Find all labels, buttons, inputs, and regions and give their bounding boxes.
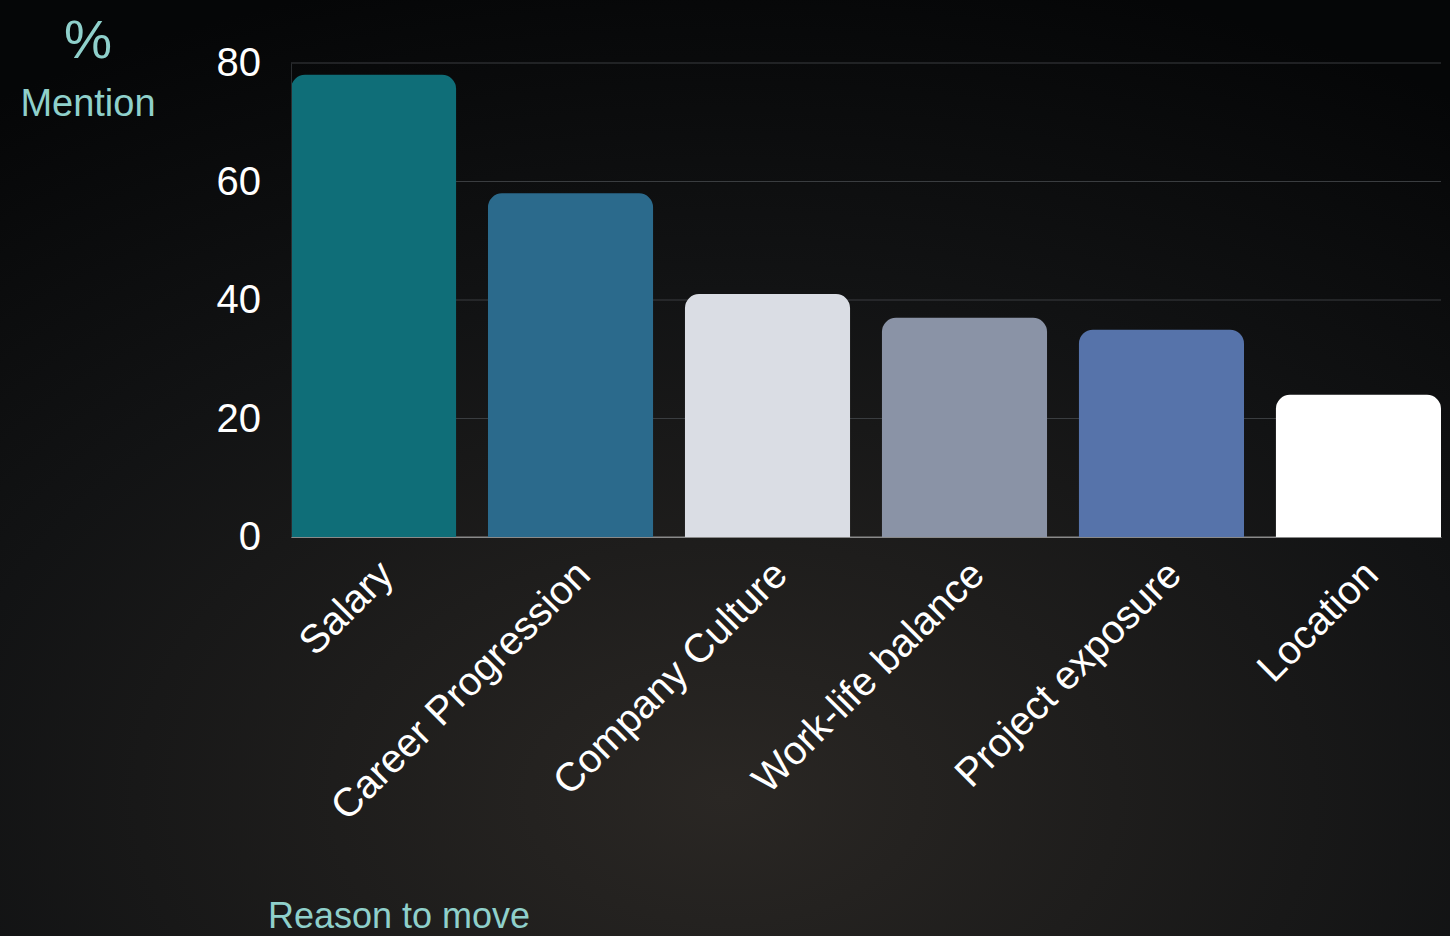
bar (685, 294, 850, 537)
y-tick-label: 60 (217, 159, 262, 203)
y-axis-title: % Mention (20, 9, 155, 124)
bar (1079, 330, 1244, 537)
bar (488, 193, 653, 537)
bars (291, 75, 1441, 537)
y-tick: 40 (217, 277, 292, 321)
grid-line (291, 181, 1441, 182)
x-tick: Location (1248, 537, 1386, 690)
x-axis-title: Reason to move (268, 895, 530, 936)
y-tick-label: 80 (217, 40, 262, 84)
grid-line (291, 418, 1441, 419)
grid (291, 63, 1441, 537)
x-tick-label: Location (1248, 552, 1386, 690)
y-axis-line (291, 64, 292, 538)
x-tick-label: Salary (290, 552, 401, 663)
x-axis-line (292, 537, 1442, 538)
grid-line (291, 537, 1441, 538)
x-tick: Salary (290, 537, 401, 663)
y-tick: 20 (217, 396, 292, 440)
bar (882, 318, 1047, 537)
chart: 0 20 40 60 80 SalaryCareer ProgressionCompany… (0, 0, 1450, 936)
y-axis-title-line: Mention (20, 82, 155, 124)
bar (1276, 395, 1441, 537)
y-axis: 0 20 40 60 80 (217, 40, 292, 558)
y-tick-label: 40 (217, 277, 262, 321)
x-tick: Project exposure (946, 537, 1189, 795)
bar (291, 75, 456, 537)
grid-line (291, 63, 1441, 64)
y-tick: 60 (217, 159, 292, 203)
y-tick-label: 0 (239, 514, 261, 558)
y-tick: 0 (239, 514, 291, 558)
background (0, 0, 1450, 936)
y-axis-title-line: % (64, 9, 112, 69)
y-tick-label: 20 (217, 396, 262, 440)
x-tick-label: Career Progression (322, 552, 598, 828)
x-tick-label: Project exposure (946, 552, 1189, 795)
y-tick: 80 (217, 40, 292, 84)
x-axis: SalaryCareer ProgressionCompany CultureW… (290, 537, 1442, 828)
grid-line (291, 300, 1441, 301)
